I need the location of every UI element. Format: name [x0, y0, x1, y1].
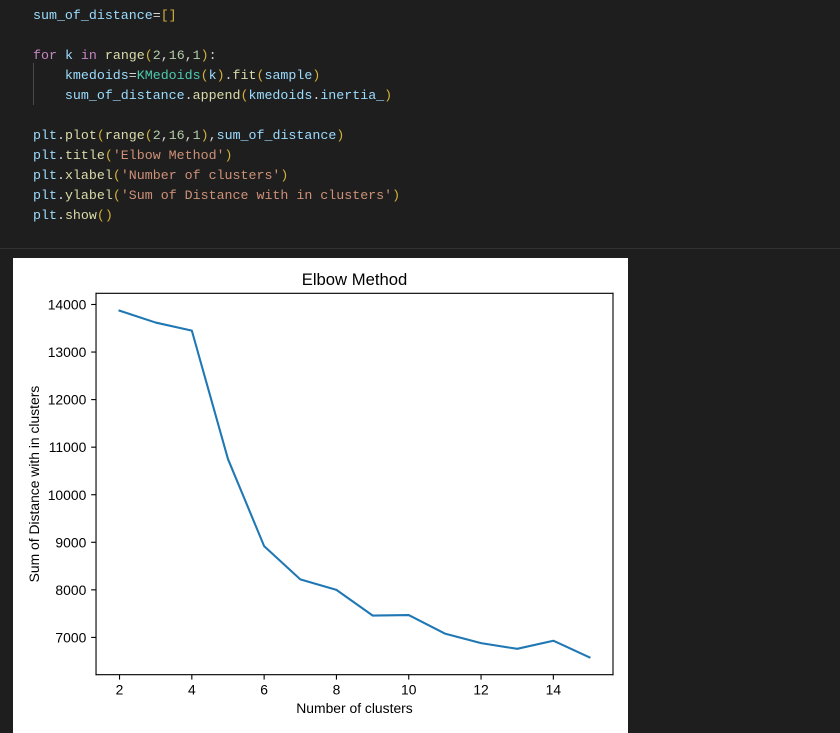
- svg-text:2: 2: [116, 682, 124, 698]
- svg-text:12: 12: [473, 682, 489, 698]
- svg-text:Elbow Method: Elbow Method: [302, 270, 408, 289]
- svg-text:Sum of Distance with in cluste: Sum of Distance with in clusters: [26, 386, 42, 583]
- svg-text:11000: 11000: [49, 439, 87, 455]
- svg-text:10000: 10000: [48, 487, 87, 503]
- svg-text:6: 6: [260, 682, 268, 698]
- svg-text:8000: 8000: [55, 582, 86, 598]
- svg-text:14000: 14000: [48, 297, 87, 313]
- svg-text:10: 10: [401, 682, 417, 698]
- svg-text:9000: 9000: [55, 534, 86, 550]
- svg-text:14: 14: [546, 682, 562, 698]
- svg-text:4: 4: [188, 682, 196, 698]
- svg-text:7000: 7000: [55, 629, 86, 645]
- svg-text:Number of clusters: Number of clusters: [296, 700, 412, 716]
- svg-text:12000: 12000: [48, 392, 87, 408]
- svg-text:13000: 13000: [48, 344, 87, 360]
- svg-text:8: 8: [333, 682, 341, 698]
